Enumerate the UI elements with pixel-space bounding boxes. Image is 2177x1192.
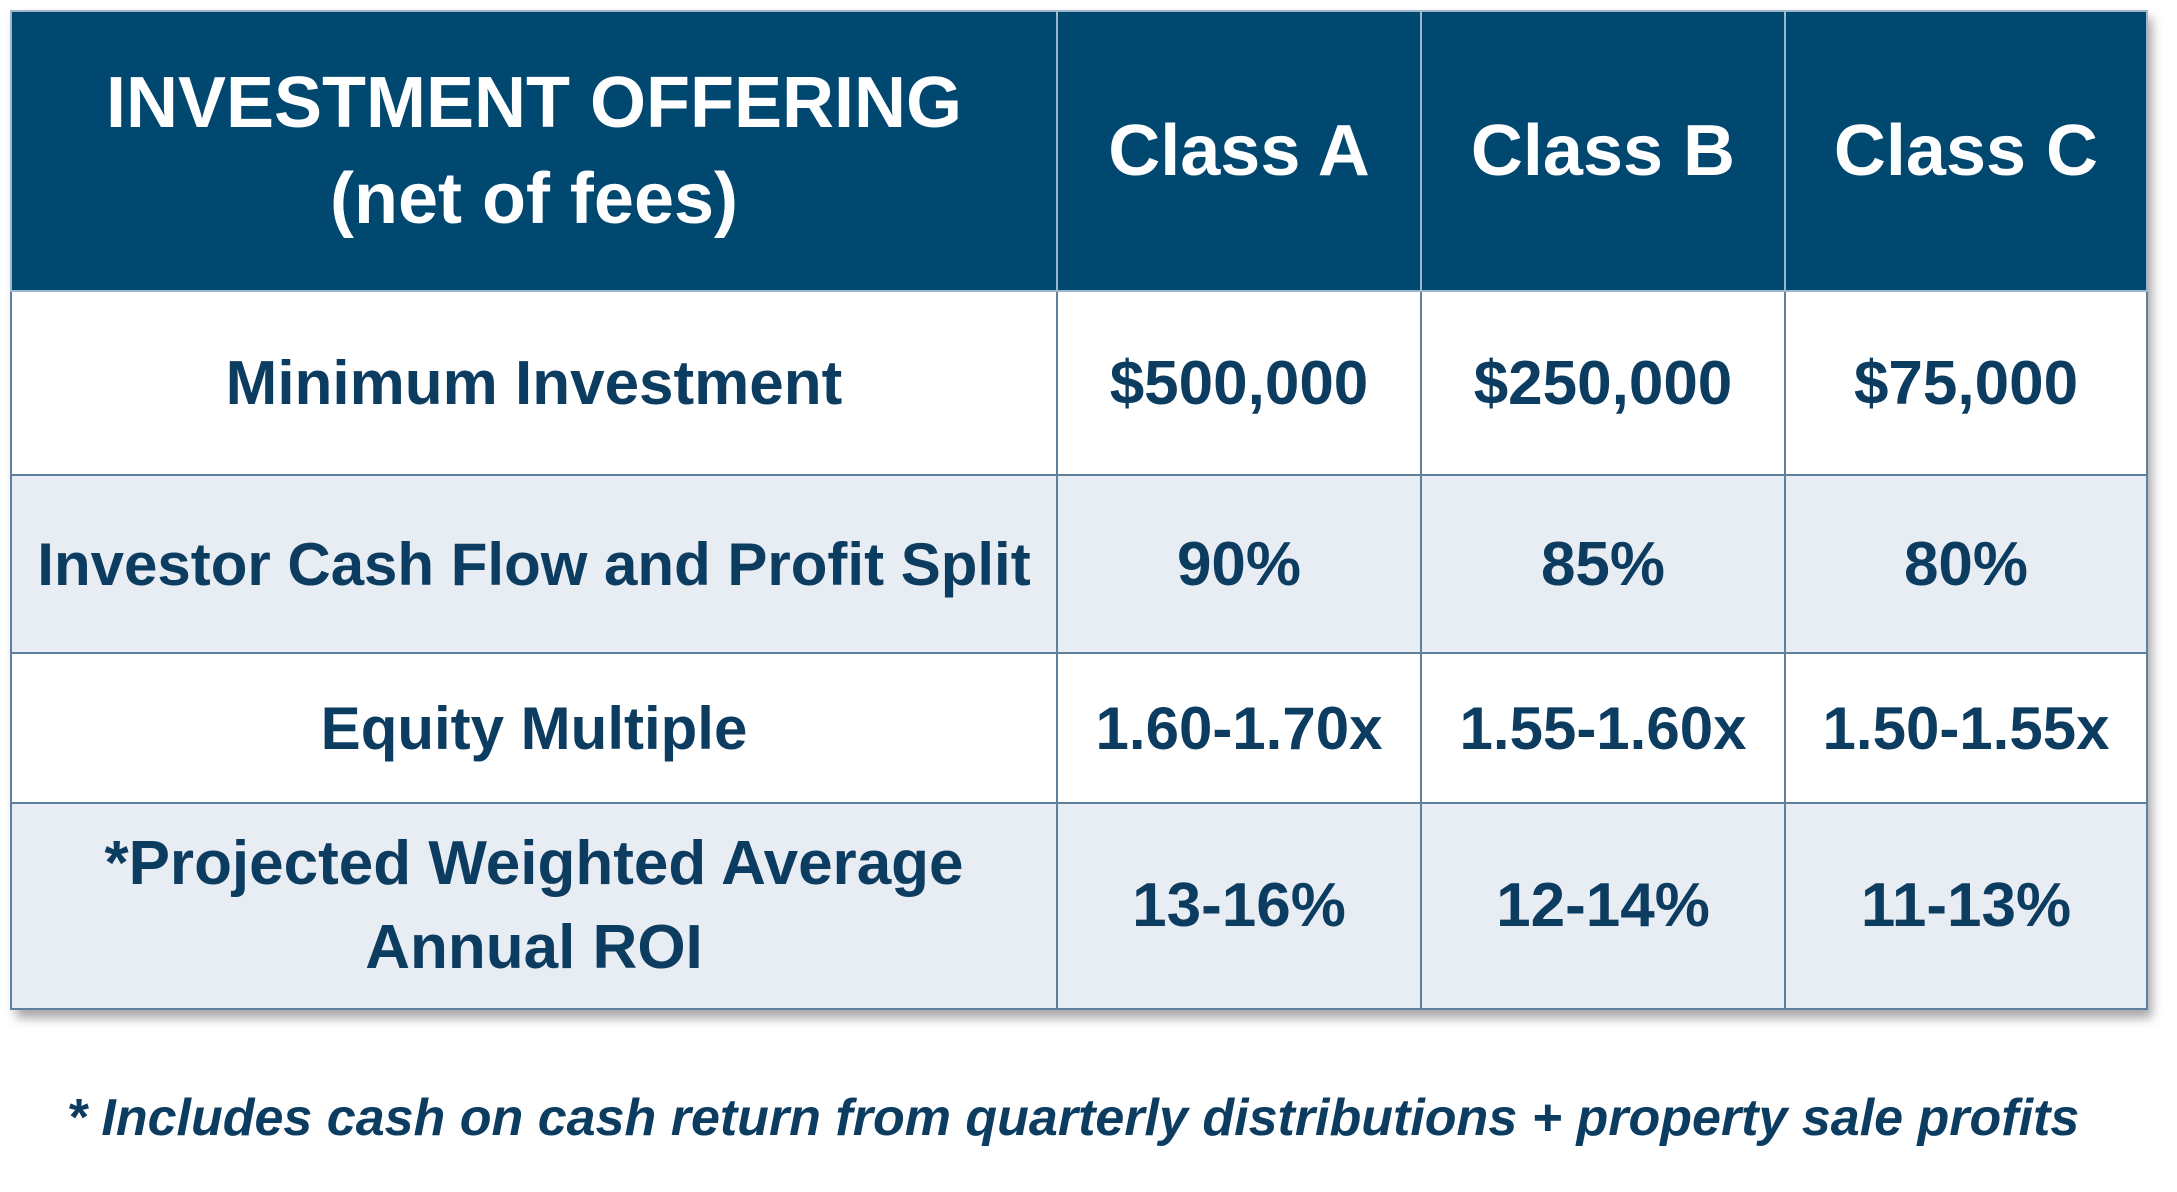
- table-cell: $75,000: [1784, 290, 2148, 476]
- table-cell: 13-16%: [1056, 802, 1422, 1010]
- footnote: * Includes cash on cash return from quar…: [66, 1089, 2080, 1147]
- investment-offering-table: INVESTMENT OFFERING (net of fees) Class …: [10, 10, 2148, 1010]
- table-title-line2: (net of fees): [329, 159, 739, 239]
- column-header-class-b: Class B: [1420, 10, 1786, 292]
- row-label-projected-roi: *Projected Weighted Average Annual ROI: [10, 802, 1058, 1010]
- column-header-class-a: Class A: [1056, 10, 1422, 292]
- column-header-class-c: Class C: [1784, 10, 2148, 292]
- table-row: Minimum Investment $500,000 $250,000 $75…: [10, 290, 2148, 476]
- table-cell: 12-14%: [1420, 802, 1786, 1010]
- table-cell: 11-13%: [1784, 802, 2148, 1010]
- row-label-minimum-investment: Minimum Investment: [10, 290, 1058, 476]
- header-row: INVESTMENT OFFERING (net of fees) Class …: [10, 10, 2148, 292]
- table-row: Investor Cash Flow and Profit Split 90% …: [10, 474, 2148, 654]
- table-title: INVESTMENT OFFERING (net of fees): [10, 10, 1058, 292]
- offering-table: INVESTMENT OFFERING (net of fees) Class …: [10, 10, 2148, 1010]
- table-cell: 90%: [1056, 474, 1422, 654]
- table-cell: 1.50-1.55x: [1784, 652, 2148, 804]
- row-label-line2: Annual ROI: [365, 913, 703, 982]
- table-row: Equity Multiple 1.60-1.70x 1.55-1.60x 1.…: [10, 652, 2148, 804]
- table-cell: 80%: [1784, 474, 2148, 654]
- table-cell: 1.60-1.70x: [1056, 652, 1422, 804]
- table-cell: $500,000: [1056, 290, 1422, 476]
- table-title-line1: INVESTMENT OFFERING: [105, 63, 963, 143]
- table-cell: 85%: [1420, 474, 1786, 654]
- row-label-line1: *Projected Weighted Average: [104, 829, 964, 898]
- table-cell: $250,000: [1420, 290, 1786, 476]
- row-label-equity-multiple: Equity Multiple: [10, 652, 1058, 804]
- table-cell: 1.55-1.60x: [1420, 652, 1786, 804]
- row-label-cash-flow-split: Investor Cash Flow and Profit Split: [10, 474, 1058, 654]
- table-row: *Projected Weighted Average Annual ROI 1…: [10, 802, 2148, 1010]
